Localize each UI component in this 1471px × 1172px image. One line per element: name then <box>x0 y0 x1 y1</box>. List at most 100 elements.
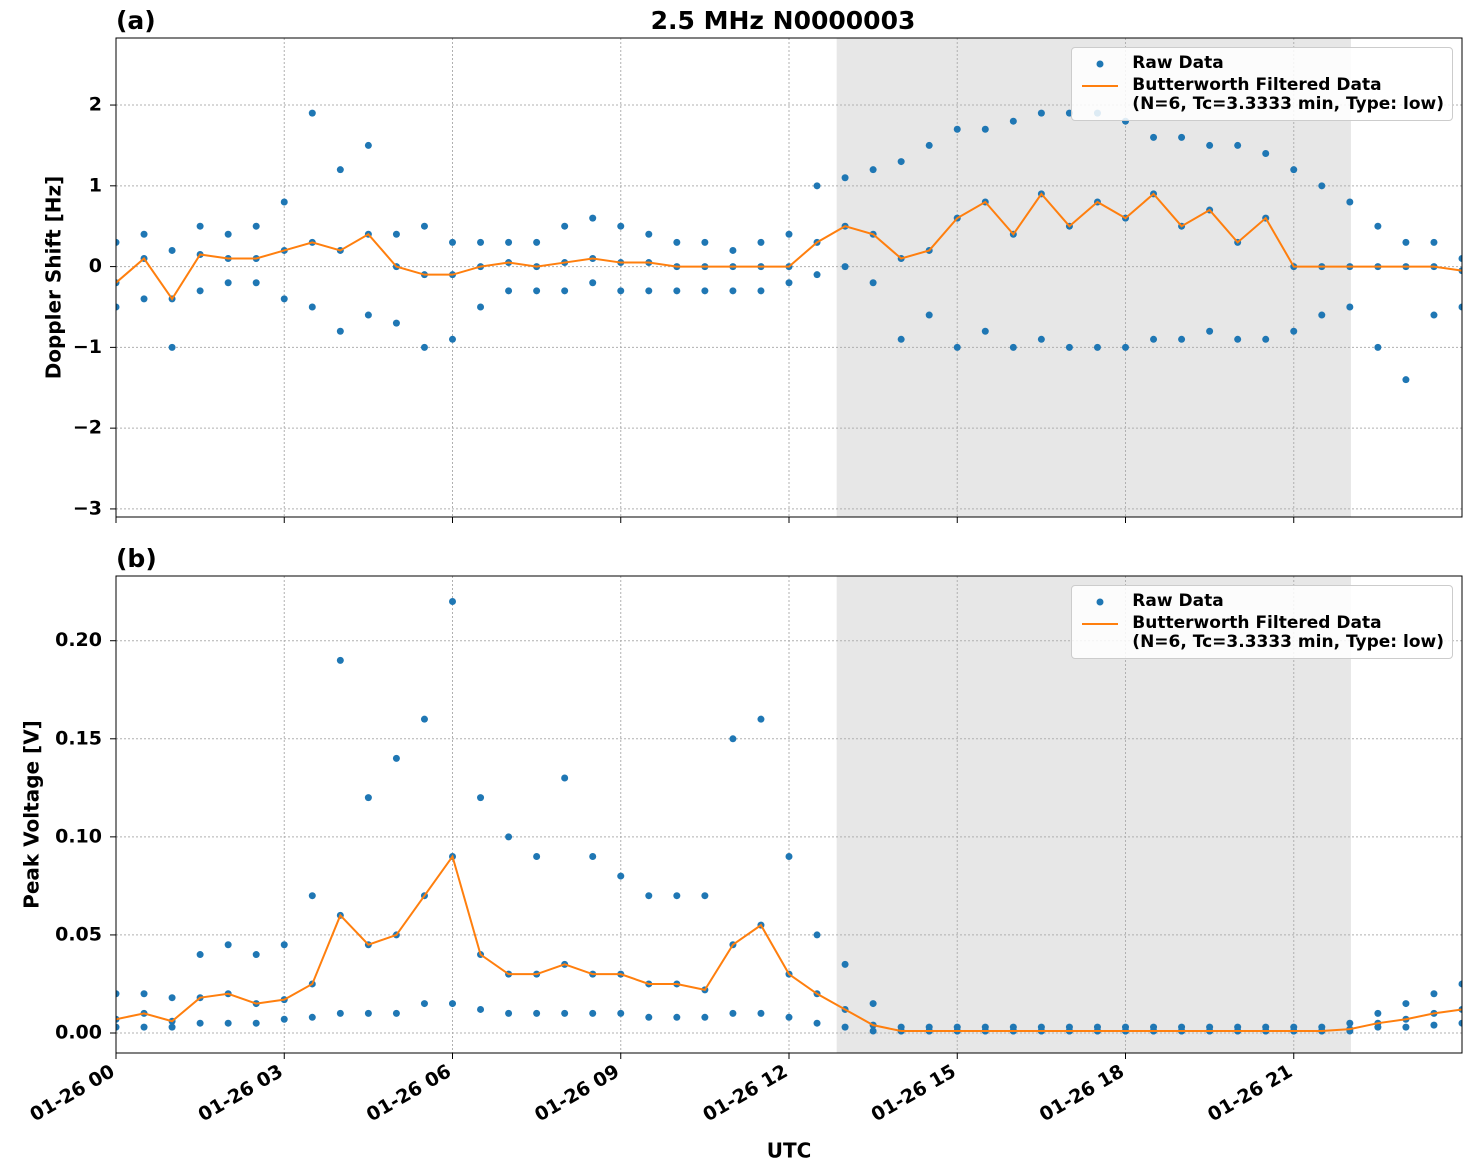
raw-point <box>116 990 120 998</box>
raw-point <box>1262 1023 1270 1031</box>
raw-point <box>1065 1023 1073 1031</box>
raw-point <box>1065 109 1073 117</box>
legend-swatch <box>1082 623 1119 625</box>
raw-point <box>449 335 456 343</box>
raw-point <box>925 1023 933 1031</box>
raw-point <box>1093 1023 1101 1031</box>
y-tick-label: 0.00 <box>55 1021 102 1043</box>
raw-point <box>1290 327 1298 335</box>
raw-point <box>1150 133 1158 141</box>
raw-point <box>589 279 597 287</box>
raw-point <box>561 774 569 782</box>
raw-point <box>364 794 372 802</box>
y-tick-label: 2 <box>89 94 102 116</box>
raw-point <box>1262 150 1270 158</box>
raw-point <box>336 656 344 664</box>
raw-point <box>729 1009 737 1017</box>
raw-point <box>701 1013 709 1021</box>
raw-point <box>420 715 428 723</box>
raw-point <box>168 343 176 351</box>
plot-area <box>116 109 1462 384</box>
raw-point <box>1037 335 1045 343</box>
raw-point <box>1009 1023 1017 1031</box>
raw-point <box>116 238 120 246</box>
filtered-line <box>116 854 1462 1033</box>
raw-point <box>1178 335 1186 343</box>
x-tick-label: 01-26 09 <box>531 1060 623 1126</box>
raw-point <box>1009 117 1017 125</box>
x-axis-label: UTC <box>767 1139 812 1163</box>
y-tick-label: 0.10 <box>55 825 102 847</box>
raw-point <box>308 1013 316 1021</box>
y-axis-label: Peak Voltage [V] <box>20 720 44 909</box>
raw-point <box>785 1013 793 1021</box>
raw-point <box>420 343 428 351</box>
raw-point <box>589 1009 597 1017</box>
raw-point <box>364 1009 372 1017</box>
raw-point <box>505 238 513 246</box>
y-tick-label: −1 <box>73 336 102 358</box>
raw-point <box>392 230 400 238</box>
raw-point <box>140 990 148 998</box>
raw-point <box>841 960 849 968</box>
raw-point <box>1178 133 1186 141</box>
raw-point <box>280 295 288 303</box>
x-tick-label: 01-26 18 <box>1036 1060 1128 1126</box>
raw-point <box>589 852 597 860</box>
raw-point <box>1458 255 1462 263</box>
legend-swatch <box>1082 85 1119 87</box>
raw-point <box>308 109 316 117</box>
raw-point <box>252 1019 260 1027</box>
raw-point <box>645 892 653 900</box>
raw-point <box>617 872 625 880</box>
raw-point <box>1262 335 1270 343</box>
raw-point <box>1065 343 1073 351</box>
legend-swatch <box>1096 598 1104 606</box>
raw-point <box>505 287 513 295</box>
chart-title: 2.5 MHz N0000003 <box>651 6 916 35</box>
raw-point <box>196 222 204 230</box>
raw-point <box>841 1023 849 1031</box>
raw-point <box>673 238 681 246</box>
raw-point <box>757 715 765 723</box>
raw-point <box>1346 1019 1354 1027</box>
plot-area <box>116 597 1462 1035</box>
raw-point <box>757 287 765 295</box>
legend: Raw Data Butterworth Filtered Data (N=6, … <box>1071 47 1453 121</box>
legend-label: Butterworth Filtered Data (N=6, Tc=3.333… <box>1132 75 1444 114</box>
axes-frame <box>115 575 1463 1054</box>
raw-point <box>897 335 905 343</box>
y-tick-label: 0 <box>89 255 102 277</box>
raw-point <box>617 222 625 230</box>
legend-label: Butterworth Filtered Data (N=6, Tc=3.333… <box>1132 613 1444 652</box>
raw-point <box>645 287 653 295</box>
raw-point <box>420 222 428 230</box>
legend-entry: Raw Data <box>1080 592 1444 612</box>
raw-point <box>561 287 569 295</box>
raw-point <box>953 343 961 351</box>
raw-point <box>1430 311 1438 319</box>
raw-point <box>1206 141 1214 149</box>
raw-point <box>1430 238 1438 246</box>
raw-point <box>729 287 737 295</box>
raw-point <box>280 198 288 206</box>
raw-point <box>1234 141 1242 149</box>
x-tick-label: 01-26 00 <box>26 1060 118 1126</box>
y-tick-label: 0.20 <box>55 629 102 651</box>
raw-point <box>168 1023 176 1031</box>
raw-point <box>1374 343 1382 351</box>
raw-point <box>392 1009 400 1017</box>
raw-point <box>617 287 625 295</box>
raw-point <box>953 125 961 133</box>
raw-point <box>1318 311 1326 319</box>
raw-point <box>449 1000 456 1008</box>
raw-point <box>1290 1023 1298 1031</box>
raw-point <box>477 794 485 802</box>
axes-frame <box>115 37 1463 518</box>
raw-point <box>533 287 541 295</box>
raw-point <box>729 246 737 254</box>
y-tick-label: −2 <box>73 417 102 439</box>
raw-point <box>729 735 737 743</box>
raw-point <box>561 222 569 230</box>
